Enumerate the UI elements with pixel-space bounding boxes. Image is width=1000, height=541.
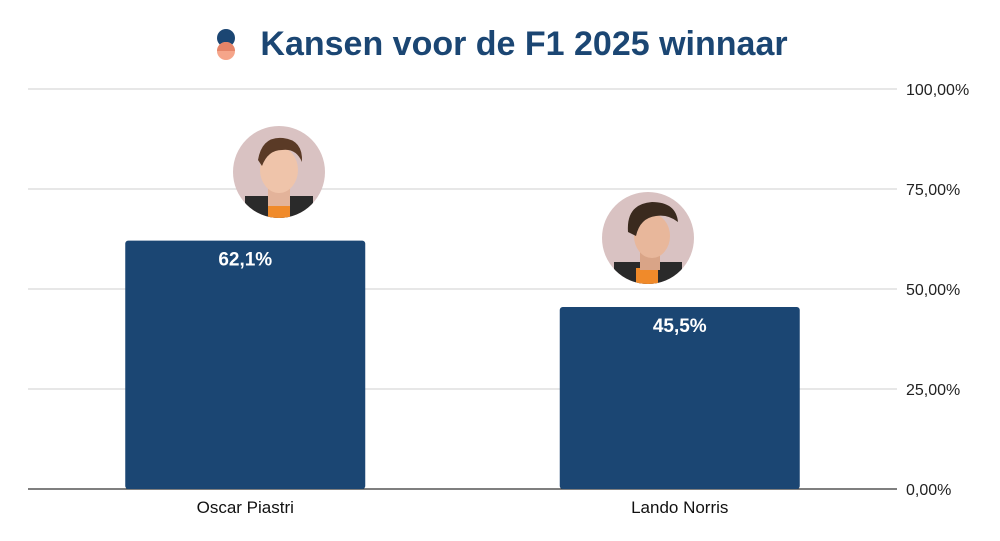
y-tick-label: 100,00% (906, 82, 969, 99)
chart-header: Kansen voor de F1 2025 winnaar (0, 18, 1000, 70)
y-tick-label: 0,00% (906, 482, 951, 499)
driver-portrait-lando-norris (602, 192, 694, 284)
bar-lando-norris (559, 307, 800, 489)
y-tick-label: 75,00% (906, 182, 960, 199)
y-tick-label: 50,00% (906, 282, 960, 299)
data-label-lando-norris: 45,5% (653, 316, 707, 337)
bar-oscar-piastri (125, 240, 366, 489)
data-label-oscar-piastri: 62,1% (218, 250, 272, 271)
y-tick-label: 25,00% (906, 382, 960, 399)
chart-title: Kansen voor de F1 2025 winnaar (260, 24, 788, 63)
driver-portrait-oscar-piastri (233, 126, 325, 218)
brand-logo-icon (212, 24, 240, 64)
x-tick-label-oscar-piastri: Oscar Piastri (197, 498, 294, 517)
x-tick-label-lando-norris: Lando Norris (631, 498, 728, 517)
